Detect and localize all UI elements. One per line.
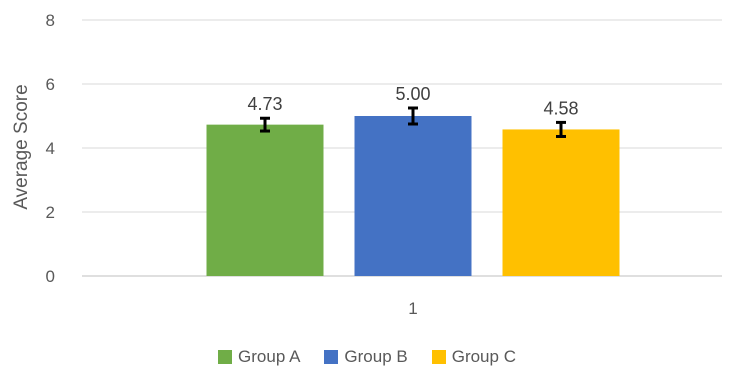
y-axis-title: Average Score xyxy=(11,84,32,209)
bar xyxy=(206,124,324,276)
legend-label-group-c: Group C xyxy=(451,347,516,366)
bar xyxy=(502,129,620,276)
legend-item-group-b: Group B xyxy=(324,347,408,367)
y-tick-label: 8 xyxy=(46,11,55,30)
y-tick-label: 4 xyxy=(46,139,55,158)
legend-swatch-group-c xyxy=(431,350,446,364)
legend-label-group-a: Group A xyxy=(238,347,301,366)
legend-swatch-group-b xyxy=(324,350,339,364)
bars xyxy=(206,116,620,276)
y-tick-label: 6 xyxy=(46,75,55,94)
x-axis-category-label: 1 xyxy=(408,299,417,318)
y-tick-label: 0 xyxy=(46,267,55,286)
error-bars xyxy=(260,106,566,138)
data-labels: 4.73 5.00 4.58 xyxy=(247,84,578,118)
legend-swatch-group-a xyxy=(218,350,233,364)
legend-item-group-c: Group C xyxy=(431,347,516,367)
legend-item-group-a: Group A xyxy=(218,347,300,367)
legend: Group A Group B Group C xyxy=(0,347,734,367)
y-axis-ticks: 0 2 4 6 8 xyxy=(46,11,55,286)
bar xyxy=(354,116,472,276)
data-label: 4.73 xyxy=(247,94,282,114)
data-label: 5.00 xyxy=(395,84,430,104)
y-tick-label: 2 xyxy=(46,203,55,222)
data-label: 4.58 xyxy=(543,98,578,118)
legend-label-group-b: Group B xyxy=(344,347,408,366)
